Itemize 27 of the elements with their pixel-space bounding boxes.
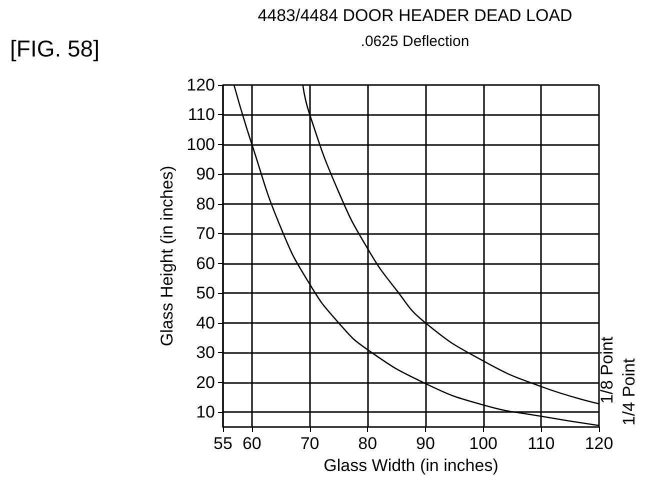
x-tick-label: 100 — [469, 434, 498, 453]
y-tick-label: 90 — [196, 164, 215, 184]
y-tick-label: 10 — [196, 402, 215, 422]
y-tick-label: 80 — [196, 194, 215, 214]
text: 1/8 Point — [598, 336, 616, 404]
y-tick-label: 30 — [196, 343, 215, 362]
y-tick-label: 60 — [196, 254, 215, 273]
y-axis-title: Glass Height (in inches) — [158, 166, 177, 346]
x-tick-label: 55 — [214, 434, 232, 453]
x-tick-label: 80 — [358, 434, 378, 453]
y-tick-label: 100 — [186, 134, 215, 154]
chart-subtitle: .0625 Deflection — [360, 33, 470, 50]
y-tick-label: 120 — [186, 76, 215, 94]
x-axis-title: Glass Width (in inches) — [324, 456, 498, 475]
chart-title: 4483/4484 DOOR HEADER DEAD LOAD — [258, 6, 572, 25]
text: 1/4 Point — [620, 358, 638, 426]
y-tick-label: 50 — [196, 284, 215, 303]
y-tick-label: 110 — [188, 105, 215, 124]
y-tick-label: 20 — [196, 372, 215, 392]
y-tick-label: 40 — [196, 313, 215, 332]
x-tick-label: 110 — [528, 434, 555, 453]
x-tick-label: 70 — [300, 434, 320, 453]
x-tick-label: 60 — [242, 434, 262, 453]
x-tick-label: 90 — [416, 434, 435, 453]
y-tick-label: 70 — [196, 224, 215, 244]
text: [FIG. 58] — [10, 36, 100, 62]
x-tick-label: 120 — [584, 434, 614, 453]
